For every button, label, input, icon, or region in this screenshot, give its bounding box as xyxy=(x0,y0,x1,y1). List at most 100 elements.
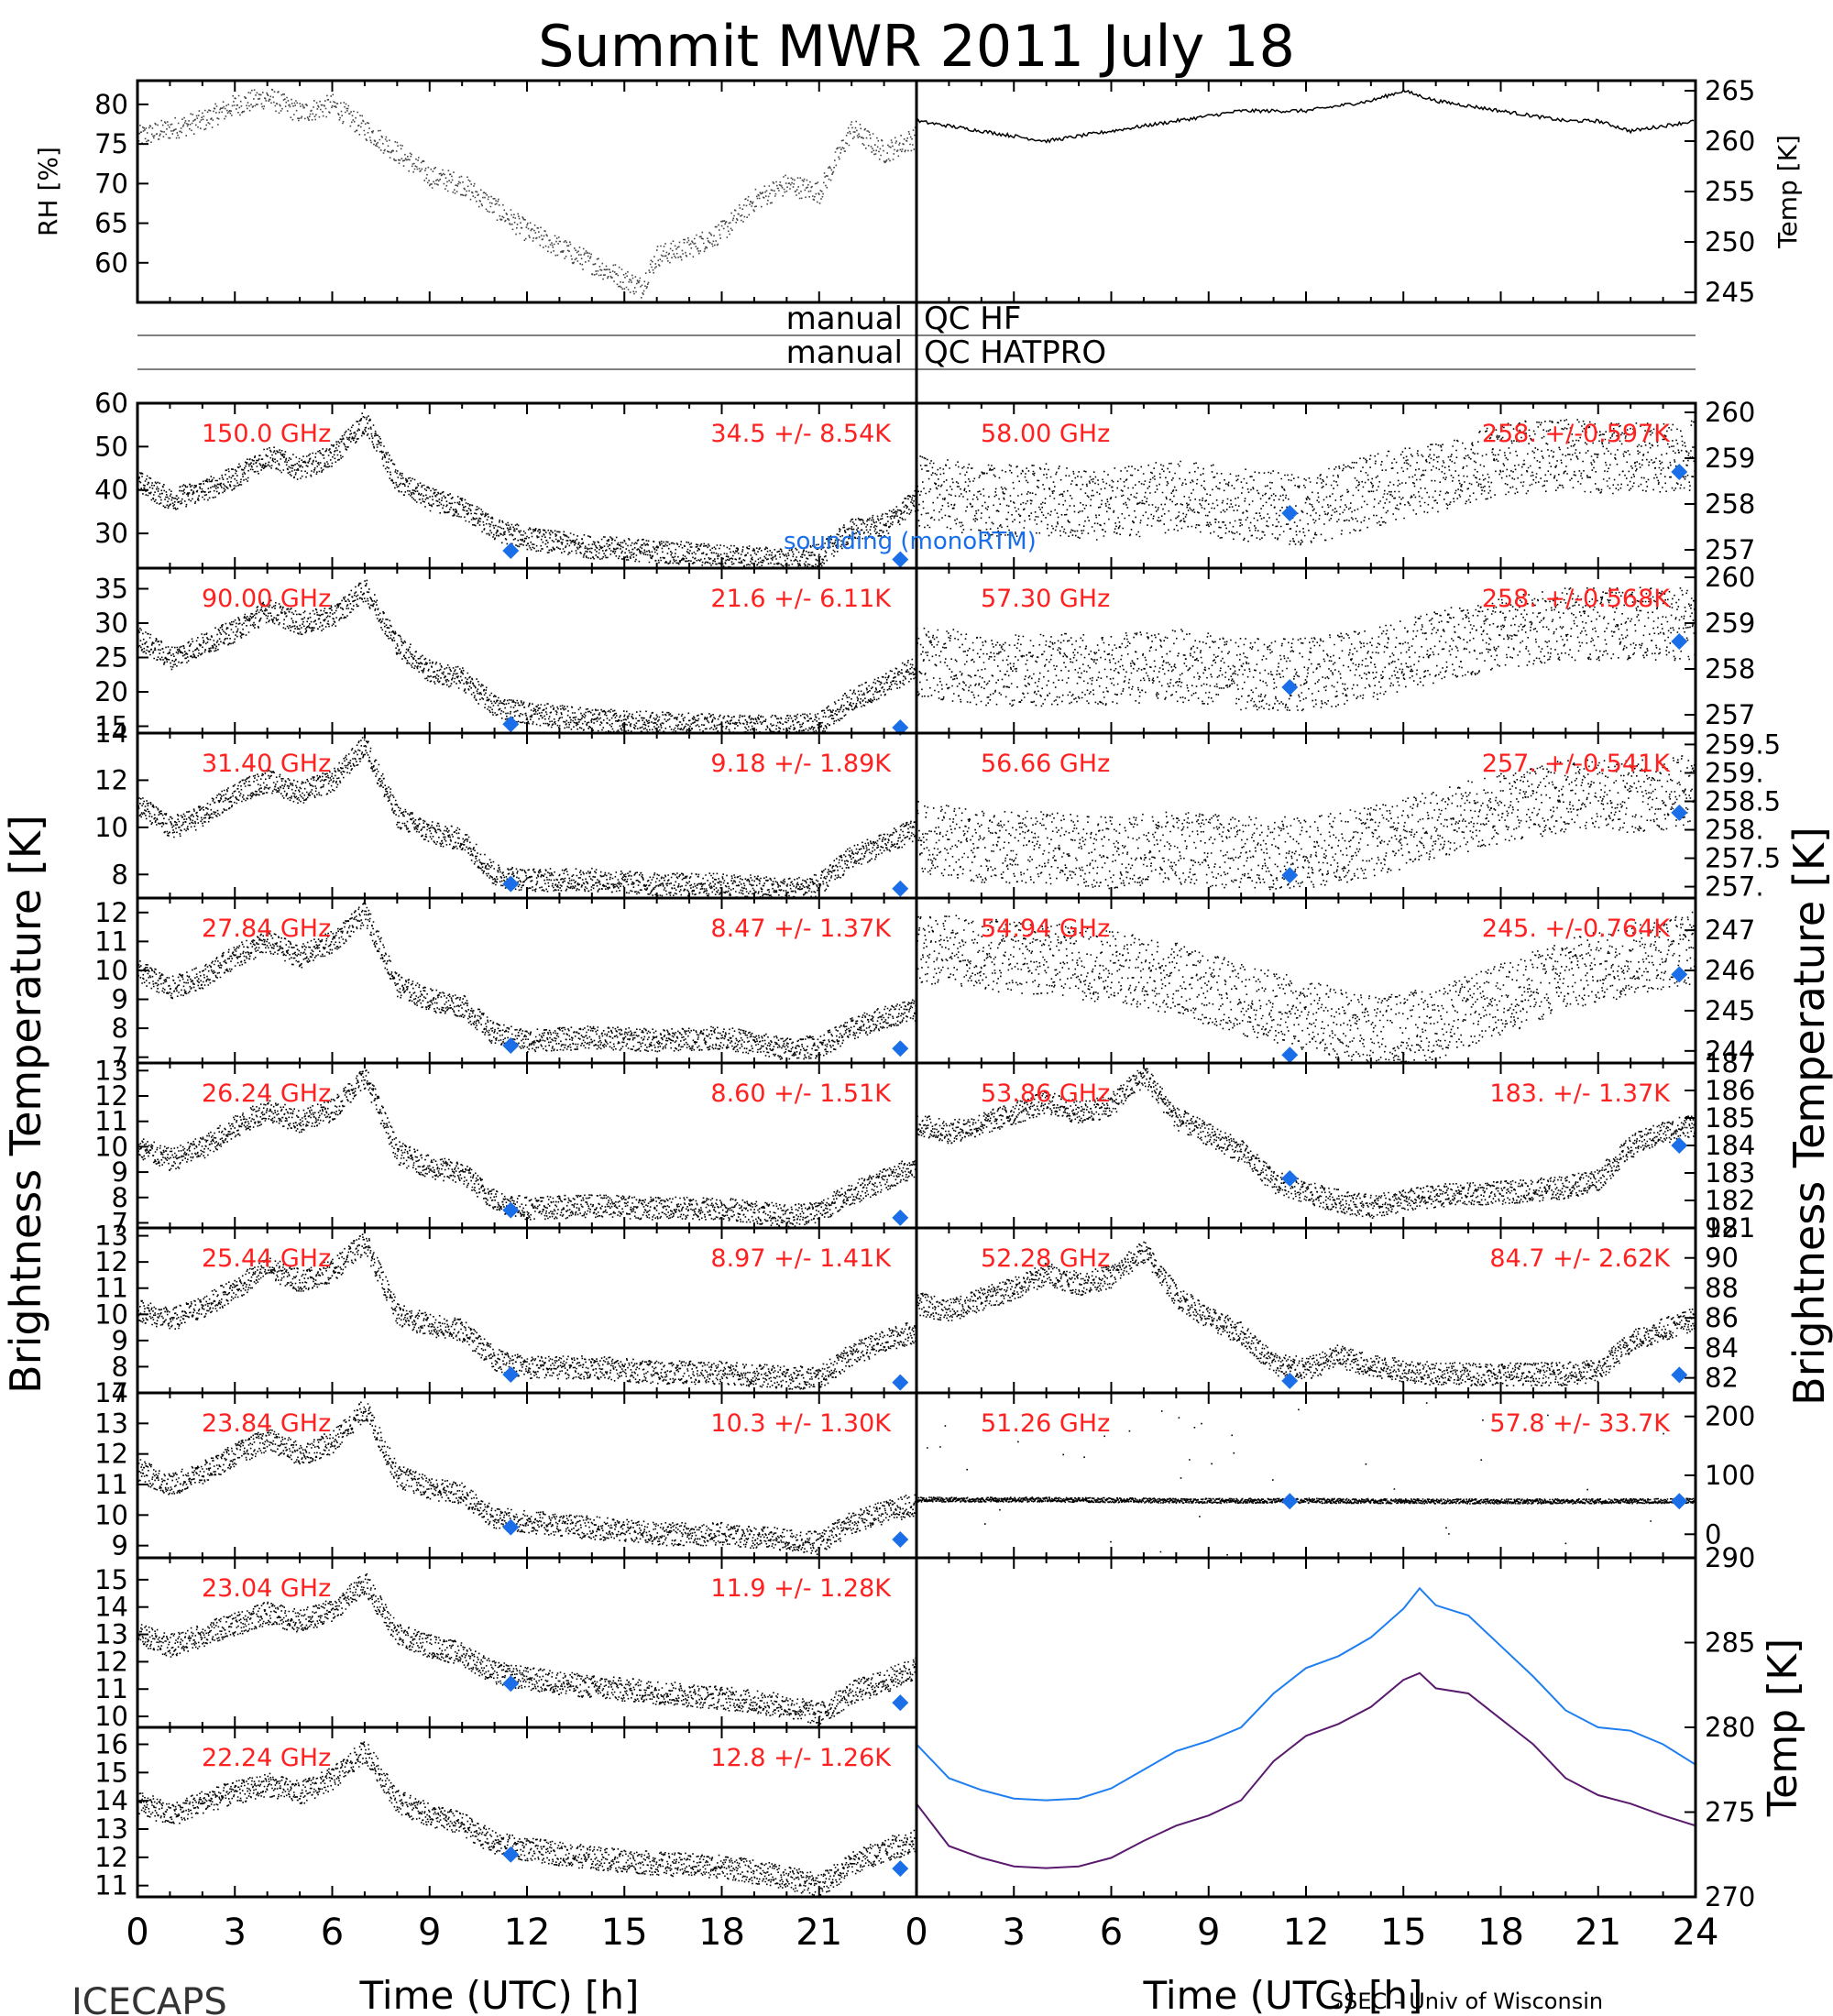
channel-stat: 12.8 +/- 1.26K xyxy=(710,1744,892,1772)
y-tick-label: 13 xyxy=(94,1408,128,1439)
sounding-marker xyxy=(502,1518,520,1536)
footer-left: ICECAPS xyxy=(71,1981,227,2016)
channel-stat: 9.18 +/- 1.89K xyxy=(710,750,892,778)
left-y-axis-label: Brightness Temperature [K] xyxy=(1,815,50,1394)
x-axis-label-left: Time (UTC) [h] xyxy=(359,1973,640,2016)
sounding-marker xyxy=(892,551,909,568)
channel-label: 31.40 GHz xyxy=(202,750,331,778)
y-tick-label: 9 xyxy=(112,1325,128,1356)
x-axis-label-right: Time (UTC) [h] xyxy=(1143,1973,1423,2016)
sounding-marker xyxy=(502,542,520,560)
channel-stat: 10.3 +/- 1.30K xyxy=(710,1409,892,1438)
y-tick-label: 7 xyxy=(112,1377,128,1408)
x-tick-label-right: 24 xyxy=(1673,1912,1719,1954)
chart-title: Summit MWR 2011 July 18 xyxy=(538,13,1295,80)
panel-plot-area xyxy=(137,902,916,1060)
sounding-marker xyxy=(892,1209,909,1226)
channel-label: 22.24 GHz xyxy=(202,1744,331,1772)
y-tick-label: 14 xyxy=(94,1377,128,1408)
y-tick-label: 10 xyxy=(94,955,128,986)
y-tick-label: 13 xyxy=(94,1055,128,1086)
y-tick-label: 182 xyxy=(1705,1185,1755,1216)
y-tick-label: 260 xyxy=(1705,126,1755,157)
y-tick-label: 183 xyxy=(1705,1157,1755,1189)
sounding-marker xyxy=(502,1846,520,1863)
channel-label: 51.26 GHz xyxy=(981,1409,1110,1438)
sounding-marker xyxy=(892,1531,909,1548)
y-tick-label: 11 xyxy=(94,1673,128,1704)
y-tick-label: 10 xyxy=(94,1131,128,1162)
y-tick-label: 10 xyxy=(94,812,128,843)
data-trace xyxy=(137,579,916,733)
y-tick-label: 257.5 xyxy=(1705,843,1781,874)
data-trace xyxy=(137,902,916,1060)
y-tick-label: 86 xyxy=(1705,1302,1739,1333)
sounding-marker xyxy=(892,1694,909,1712)
channel-label: 58.00 GHz xyxy=(981,420,1110,448)
y-tick-label: 270 xyxy=(1705,1881,1755,1912)
y-tick-label: 14 xyxy=(94,1785,128,1816)
panel-plot-area xyxy=(916,88,1695,144)
y-tick-label: 75 xyxy=(94,128,128,159)
y-tick-label: 9 xyxy=(112,1156,128,1188)
panel-plot-area xyxy=(137,1572,916,1726)
channel-stat: 183. +/- 1.37K xyxy=(1489,1079,1671,1108)
y-tick-label: 8 xyxy=(112,1351,128,1382)
y-tick-label: 9 xyxy=(112,984,128,1015)
footer-right: SSEC - Univ of Wisconsin xyxy=(1330,1989,1603,2014)
sounding-marker xyxy=(892,880,909,897)
sounding-marker xyxy=(1671,464,1688,480)
qc-prefix-hatpro: manual xyxy=(786,334,903,371)
data-trace xyxy=(137,412,916,568)
y-tick-label: 10 xyxy=(94,1298,128,1330)
right-y-axis-label: Brightness Temperature [K] xyxy=(1784,827,1833,1406)
y-tick-label: 259 xyxy=(1705,443,1755,474)
y-tick-label: 50 xyxy=(94,431,128,462)
sounding-label: sounding (monoRTM) xyxy=(784,528,1037,555)
sounding-marker xyxy=(892,1374,909,1391)
y-tick-label: 15 xyxy=(94,711,128,742)
sounding-marker xyxy=(1671,1366,1688,1384)
sounding-marker xyxy=(1671,633,1688,650)
y-tick-label: 285 xyxy=(1705,1627,1755,1659)
y-tick-label: 10 xyxy=(94,1499,128,1530)
qc-label-hatpro: QC HATPRO xyxy=(924,334,1106,371)
series-line-hatpro xyxy=(916,1586,1696,1802)
y-tick-label: 14 xyxy=(94,1592,128,1623)
channel-stat: 8.60 +/- 1.51K xyxy=(710,1079,892,1108)
channel-stat: 11.9 +/- 1.28K xyxy=(710,1574,892,1603)
x-tick-label-left: 15 xyxy=(601,1912,648,1954)
x-tick-label-right: 0 xyxy=(905,1912,927,1954)
y-tick-label: 275 xyxy=(1705,1797,1755,1828)
y-tick-label: 12 xyxy=(94,764,128,795)
x-tick-label-left: 9 xyxy=(418,1912,441,1954)
y-tick-label: 11 xyxy=(94,1469,128,1500)
data-trace xyxy=(137,1233,916,1390)
x-tick-label-right: 6 xyxy=(1100,1912,1123,1954)
y-tick-label: 40 xyxy=(94,475,128,506)
y-tick-label: 88 xyxy=(1705,1272,1739,1303)
panel-plot-area xyxy=(137,412,916,568)
y-tick-label: 60 xyxy=(94,388,128,419)
y-tick-label: 92 xyxy=(1705,1212,1739,1244)
sounding-marker xyxy=(502,716,520,733)
x-tick-label-left: 18 xyxy=(698,1912,745,1954)
y-tick-label: 12 xyxy=(94,1646,128,1677)
channel-stat: 34.5 +/- 8.54K xyxy=(710,420,892,448)
y-tick-label: 257. xyxy=(1705,871,1764,903)
y-tick-label: 10 xyxy=(94,1701,128,1732)
x-tick-label-left: 21 xyxy=(796,1912,842,1954)
y-tick-label: 35 xyxy=(94,574,128,605)
panel-plot-area xyxy=(137,579,916,733)
sounding-marker xyxy=(1281,1170,1299,1187)
panel-frame xyxy=(136,79,918,304)
channel-label: 150.0 GHz xyxy=(202,420,331,448)
x-tick-label-right: 12 xyxy=(1283,1912,1330,1954)
channel-label: 52.28 GHz xyxy=(981,1244,1110,1273)
y-tick-label: 13 xyxy=(94,1813,128,1845)
data-trace xyxy=(137,1401,916,1555)
y-tick-label: 260 xyxy=(1705,562,1755,593)
sounding-marker xyxy=(1281,1493,1299,1510)
rh-axis-label: RH [%] xyxy=(33,147,63,236)
sounding-marker xyxy=(502,1366,520,1383)
